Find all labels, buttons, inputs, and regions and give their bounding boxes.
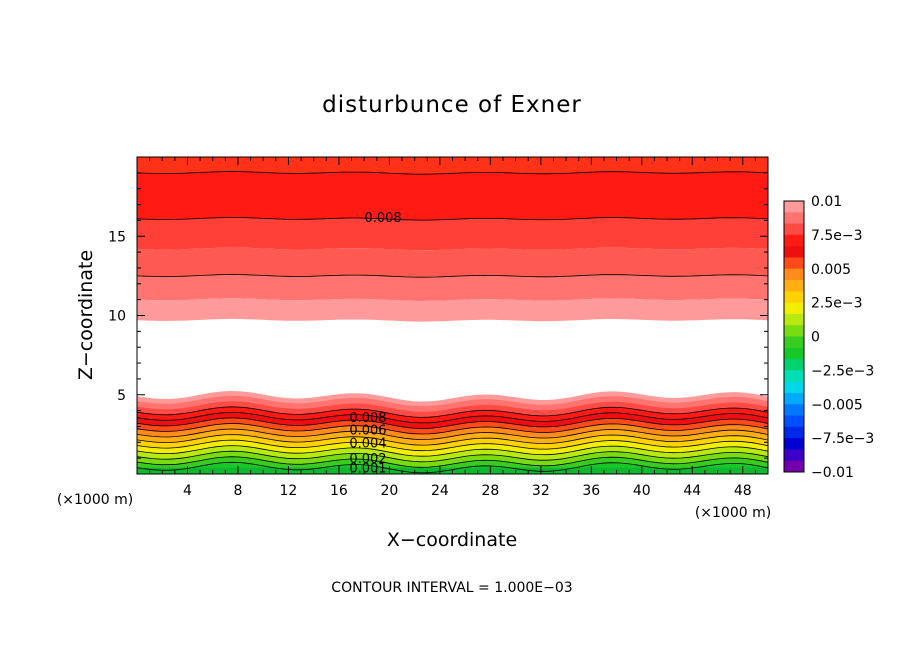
- contour-line: [136, 434, 769, 446]
- contour-line: [136, 461, 769, 474]
- contour-line: [136, 450, 769, 463]
- contour-line: [136, 445, 769, 457]
- colorbar-swatch: [784, 201, 804, 213]
- contour-line: [136, 439, 769, 452]
- colorbar-label: −7.5e−3: [811, 431, 874, 447]
- colorbar: 0.01 7.5e−3 0.005 2.5e−3 0 −2.5e−3 −0.005 −7.5e…: [783, 194, 874, 481]
- x-tick-label: 48: [734, 483, 752, 499]
- colorbar-swatch: [784, 268, 804, 281]
- colorbar-swatch: [784, 449, 804, 462]
- contour-line: [136, 428, 769, 441]
- colorbar-swatch: [784, 291, 804, 304]
- y-tick-label: 10: [108, 309, 126, 325]
- colorbar-frame: [783, 200, 805, 473]
- upper-contour-band: [137, 171, 768, 221]
- colorbar-swatch: [784, 381, 804, 394]
- x-tick-label: 4: [183, 483, 192, 499]
- upper-contour-band: [137, 274, 768, 301]
- contour-interval-note: CONTOUR INTERVAL = 1.000E−03: [331, 580, 572, 596]
- colorbar-swatch: [784, 347, 804, 360]
- colorbar-swatch: [784, 212, 804, 225]
- contour-line: [136, 417, 769, 429]
- x-tick-label: 36: [582, 483, 600, 499]
- x-tick-label: 32: [532, 483, 550, 499]
- contour-label: 0.008: [349, 411, 386, 426]
- contour-label: 0.002: [349, 452, 386, 467]
- upper-contour-band: [137, 217, 768, 251]
- contour-line: [136, 456, 769, 468]
- colorbar-swatch: [784, 234, 804, 247]
- colorbar-swatch: [784, 359, 804, 371]
- colorbar-label: 0.01: [811, 194, 842, 210]
- chart-title: disturbunce of Exner: [322, 92, 582, 118]
- colorbar-swatch: [784, 415, 804, 428]
- colorbar-swatch: [784, 370, 804, 383]
- x-unit-label-right: (×1000 m): [695, 505, 771, 521]
- colorbar-label: 7.5e−3: [811, 228, 863, 244]
- colorbar-label: 0: [811, 330, 820, 346]
- x-tick-label: 20: [380, 483, 398, 499]
- colorbar-swatch: [784, 336, 804, 349]
- contour-label: 0.006: [349, 424, 386, 439]
- x-tick-label: 24: [431, 483, 449, 499]
- contour-label: 0.008: [364, 211, 401, 226]
- colorbar-swatch: [784, 404, 804, 417]
- contour-line: [136, 411, 769, 424]
- colorbar-swatch: [784, 223, 804, 236]
- x-tick-label: 8: [233, 483, 242, 499]
- x-tick-label: 44: [683, 483, 701, 499]
- colorbar-swatch: [784, 460, 804, 473]
- contour-line: [136, 274, 769, 278]
- contour-line: [136, 171, 769, 175]
- colorbar-swatch: [784, 257, 804, 270]
- contour-line: [136, 423, 769, 435]
- colorbar-swatch: [784, 246, 804, 258]
- colorbar-label: −0.01: [811, 465, 854, 481]
- colorbar-swatch: [784, 438, 804, 450]
- x-tick-label: 12: [280, 483, 298, 499]
- x-tick-label: 40: [633, 483, 651, 499]
- x-axis-label: X−coordinate: [387, 529, 517, 551]
- contour-line: [136, 406, 769, 418]
- colorbar-swatch: [784, 426, 804, 439]
- contour-line: [136, 217, 769, 221]
- upper-contour-band: [137, 298, 768, 322]
- x-tick-label: 16: [330, 483, 348, 499]
- colorbar-swatch: [784, 392, 804, 405]
- colorbar-label: 0.005: [811, 262, 851, 278]
- x-tick-label: 28: [481, 483, 499, 499]
- y-axis-label: Z−coordinate: [75, 250, 97, 380]
- colorbar-label: −0.005: [811, 397, 863, 413]
- colorbar-label: −2.5e−3: [811, 363, 874, 379]
- colorbar-swatch: [784, 302, 804, 315]
- colorbar-swatch: [784, 325, 804, 337]
- contour-label: 0.004: [349, 436, 386, 451]
- x-unit-label-left: (×1000 m): [57, 492, 133, 508]
- upper-contour-band: [137, 157, 768, 175]
- colorbar-swatch: [784, 280, 804, 292]
- colorbar-swatch: [784, 313, 804, 326]
- y-tick-label: 15: [108, 229, 126, 245]
- colorbar-label: 2.5e−3: [811, 296, 863, 312]
- upper-contour-band: [137, 247, 768, 278]
- y-tick-label: 5: [117, 388, 126, 404]
